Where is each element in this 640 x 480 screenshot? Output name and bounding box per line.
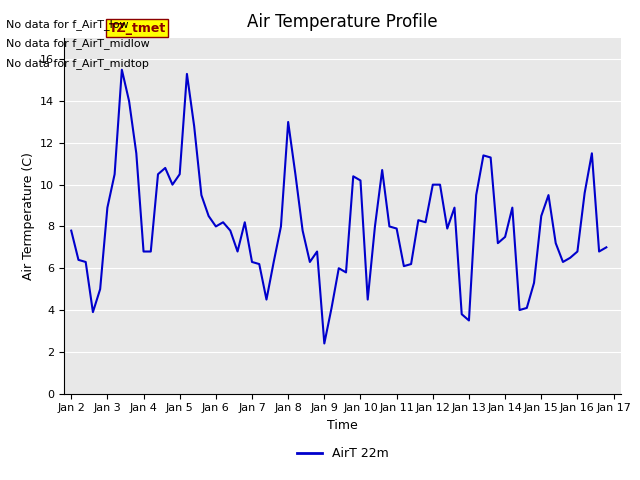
Text: No data for f_AirT_midtop: No data for f_AirT_midtop bbox=[6, 58, 149, 69]
Y-axis label: Air Termperature (C): Air Termperature (C) bbox=[22, 152, 35, 280]
Text: No data for f_AirT_low: No data for f_AirT_low bbox=[6, 19, 129, 30]
Legend: AirT 22m: AirT 22m bbox=[292, 443, 393, 466]
X-axis label: Time: Time bbox=[327, 419, 358, 432]
Text: No data for f_AirT_midlow: No data for f_AirT_midlow bbox=[6, 38, 150, 49]
Text: TZ_tmet: TZ_tmet bbox=[109, 22, 166, 35]
Title: Air Temperature Profile: Air Temperature Profile bbox=[247, 13, 438, 31]
